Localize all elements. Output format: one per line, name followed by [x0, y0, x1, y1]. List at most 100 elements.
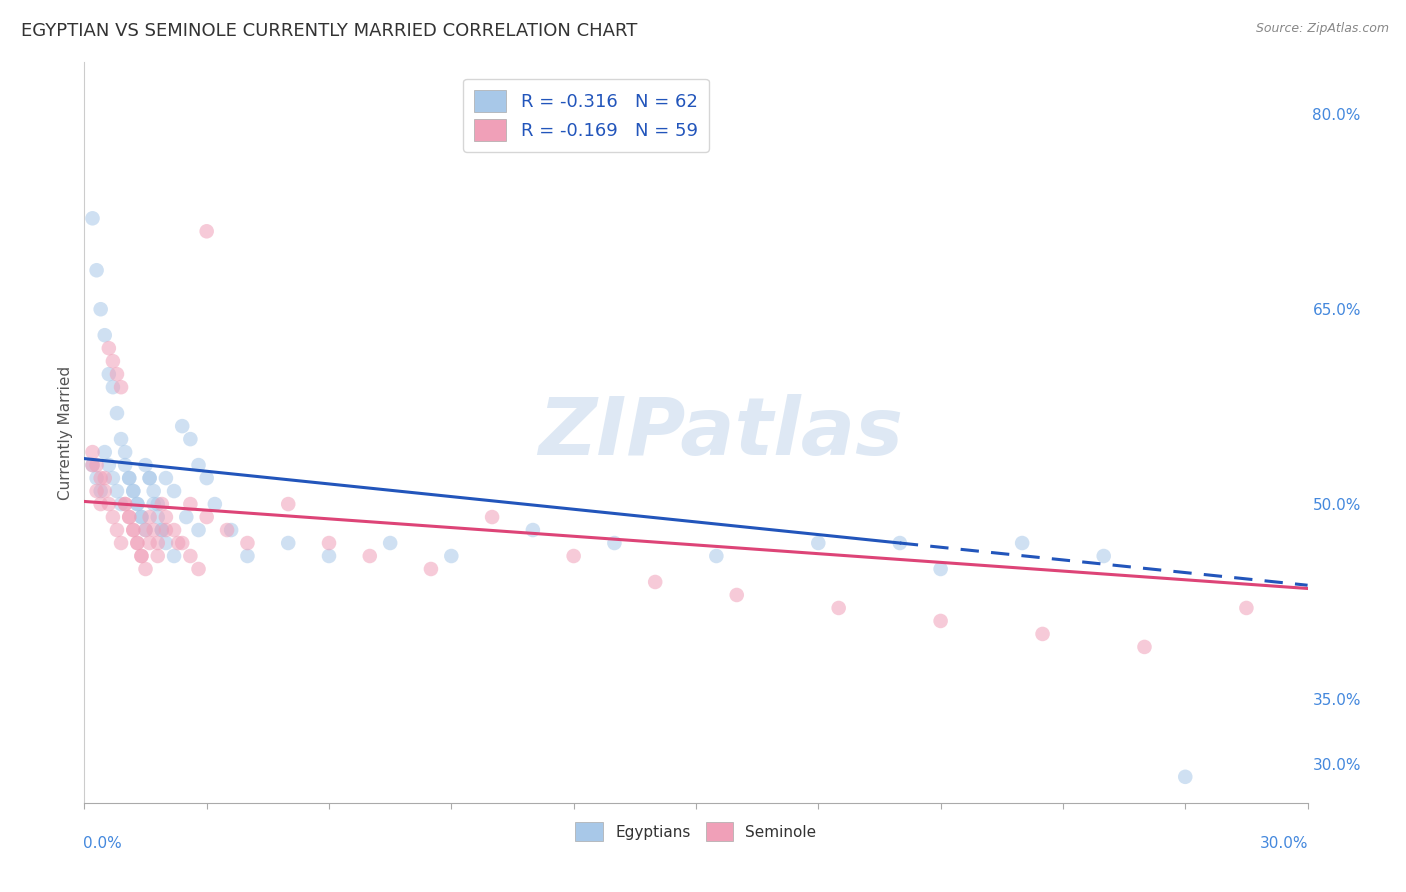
- Point: [163, 549, 186, 563]
- Point: [97, 497, 120, 511]
- Point: [155, 536, 177, 550]
- Point: [155, 510, 177, 524]
- Point: [122, 523, 145, 537]
- Text: ZIPatlas: ZIPatlas: [538, 393, 903, 472]
- Point: [105, 406, 128, 420]
- Point: [138, 471, 160, 485]
- Point: [118, 510, 141, 524]
- Point: [725, 588, 748, 602]
- Point: [318, 536, 340, 550]
- Point: [93, 484, 115, 499]
- Point: [114, 458, 136, 472]
- Point: [217, 523, 239, 537]
- Point: [277, 536, 299, 550]
- Point: [219, 523, 242, 537]
- Point: [105, 523, 128, 537]
- Point: [1032, 627, 1054, 641]
- Point: [187, 562, 209, 576]
- Point: [522, 523, 544, 537]
- Point: [118, 471, 141, 485]
- Point: [86, 471, 108, 485]
- Point: [807, 536, 830, 550]
- Point: [187, 458, 209, 472]
- Point: [114, 445, 136, 459]
- Point: [127, 497, 149, 511]
- Point: [97, 458, 120, 472]
- Point: [929, 562, 952, 576]
- Point: [82, 211, 104, 226]
- Point: [146, 536, 169, 550]
- Point: [118, 471, 141, 485]
- Point: [90, 484, 112, 499]
- Point: [420, 562, 443, 576]
- Point: [481, 510, 503, 524]
- Point: [204, 497, 226, 511]
- Point: [440, 549, 463, 563]
- Point: [86, 458, 108, 472]
- Point: [114, 497, 136, 511]
- Point: [138, 471, 160, 485]
- Point: [135, 523, 157, 537]
- Point: [163, 523, 186, 537]
- Point: [706, 549, 728, 563]
- Point: [131, 549, 153, 563]
- Point: [1011, 536, 1033, 550]
- Point: [603, 536, 626, 550]
- Point: [93, 471, 115, 485]
- Point: [318, 549, 340, 563]
- Point: [195, 471, 218, 485]
- Point: [131, 549, 153, 563]
- Point: [118, 510, 141, 524]
- Point: [101, 380, 124, 394]
- Point: [179, 432, 201, 446]
- Point: [110, 380, 132, 394]
- Point: [172, 419, 194, 434]
- Point: [142, 497, 165, 511]
- Point: [127, 497, 149, 511]
- Point: [110, 497, 132, 511]
- Point: [105, 484, 128, 499]
- Point: [135, 458, 157, 472]
- Point: [82, 458, 104, 472]
- Point: [146, 510, 169, 524]
- Point: [195, 510, 218, 524]
- Legend: Egyptians, Seminole: Egyptians, Seminole: [569, 816, 823, 847]
- Point: [101, 510, 124, 524]
- Point: [122, 484, 145, 499]
- Point: [142, 523, 165, 537]
- Point: [101, 354, 124, 368]
- Point: [135, 562, 157, 576]
- Point: [236, 549, 259, 563]
- Point: [127, 536, 149, 550]
- Text: 30.0%: 30.0%: [1260, 836, 1309, 851]
- Point: [146, 497, 169, 511]
- Point: [86, 484, 108, 499]
- Point: [110, 432, 132, 446]
- Point: [90, 497, 112, 511]
- Point: [97, 367, 120, 381]
- Point: [562, 549, 585, 563]
- Point: [122, 484, 145, 499]
- Point: [1236, 601, 1258, 615]
- Point: [93, 445, 115, 459]
- Point: [179, 549, 201, 563]
- Point: [150, 523, 173, 537]
- Point: [277, 497, 299, 511]
- Point: [114, 497, 136, 511]
- Point: [889, 536, 911, 550]
- Point: [93, 328, 115, 343]
- Point: [644, 574, 666, 589]
- Point: [236, 536, 259, 550]
- Point: [135, 523, 157, 537]
- Point: [90, 302, 112, 317]
- Point: [150, 523, 173, 537]
- Point: [127, 536, 149, 550]
- Text: EGYPTIAN VS SEMINOLE CURRENTLY MARRIED CORRELATION CHART: EGYPTIAN VS SEMINOLE CURRENTLY MARRIED C…: [21, 22, 637, 40]
- Point: [172, 536, 194, 550]
- Point: [138, 510, 160, 524]
- Point: [1174, 770, 1197, 784]
- Point: [97, 341, 120, 355]
- Point: [167, 536, 190, 550]
- Point: [142, 484, 165, 499]
- Point: [1133, 640, 1156, 654]
